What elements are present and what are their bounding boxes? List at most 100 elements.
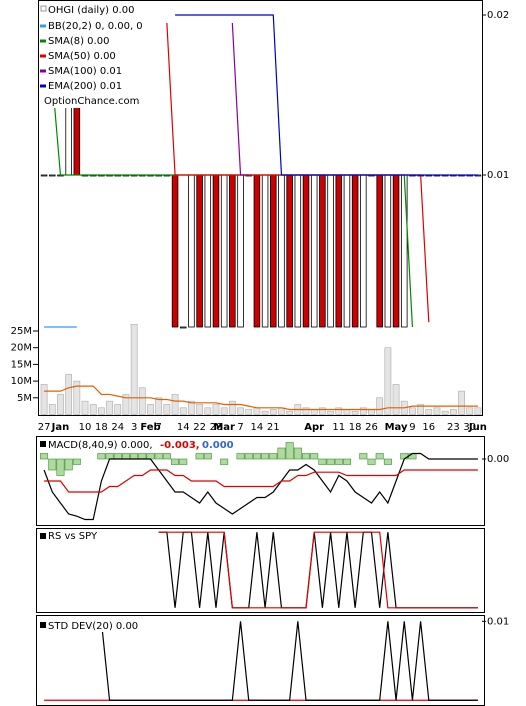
legend-label: SMA(100) 0.01: [48, 66, 122, 77]
candle: [360, 174, 367, 328]
histogram-bar: [342, 458, 351, 465]
candle: [261, 174, 269, 328]
candle: [237, 174, 244, 328]
candle: [229, 174, 236, 328]
source-label: OptionChance.com: [44, 96, 139, 107]
histogram-bar: [244, 453, 253, 460]
legend-label: BB(20,2) 0, 0.00, 0: [48, 21, 143, 32]
series-line: [44, 385, 478, 411]
volume-bar: [155, 397, 163, 415]
volume-bar: [138, 387, 146, 415]
volume-bar: [392, 384, 400, 415]
volume-bar: [114, 404, 122, 415]
legend: OHGI (daily) 0.00 OptionChance.com BB(20…: [39, 1, 145, 108]
volume-bar: [57, 394, 64, 415]
x-tick-label: 14: [251, 422, 264, 433]
volume-bar: [368, 409, 375, 415]
candle: [400, 174, 408, 328]
histogram-bar: [154, 453, 163, 460]
x-tick-label: Jan: [51, 422, 70, 433]
volume-bar: [81, 400, 89, 415]
candle: [40, 174, 48, 177]
x-tick-label: 10: [79, 422, 92, 433]
histogram-bar: [359, 453, 368, 460]
x-tick-label: 22: [193, 422, 206, 433]
x-tick-label: 24: [111, 422, 124, 433]
histogram-bar: [48, 458, 57, 471]
title-backdrop: [46, 620, 156, 632]
histogram-bar: [121, 453, 130, 460]
histogram-bar: [171, 458, 180, 465]
volume-bar: [220, 407, 228, 415]
volume-bar: [163, 404, 171, 415]
panel-icon: [40, 441, 46, 447]
chart-title: OHGI (daily) 0.00: [48, 5, 134, 16]
volume-bar: [171, 394, 179, 415]
macd-panel-frame: [36, 436, 485, 526]
x-tick-label: May: [385, 422, 408, 433]
histogram-bar: [326, 458, 335, 465]
legend-icon: [40, 5, 47, 12]
volume-bar: [261, 410, 269, 415]
volume-bar: [310, 409, 318, 415]
histogram-bar: [40, 453, 49, 460]
histogram-bar: [334, 458, 343, 465]
x-tick-label: 28: [210, 422, 223, 433]
candle: [49, 174, 56, 177]
volume-bar: [319, 407, 326, 415]
histogram-bar: [56, 458, 65, 476]
volume-bar: [327, 410, 334, 415]
candle: [253, 174, 261, 328]
volume-bar: [106, 400, 113, 415]
x-tick-label: Jun: [468, 422, 487, 433]
x-tick-label: 11: [332, 422, 345, 433]
candle: [270, 174, 277, 328]
histogram-bar: [64, 458, 73, 471]
candle: [302, 174, 310, 328]
legend-swatch: [40, 39, 46, 43]
price-panel-frame: [38, 0, 483, 416]
histogram-bar: [310, 453, 319, 460]
x-tick-label: 9: [409, 422, 415, 433]
candle: [384, 174, 392, 328]
rs-title: RS vs SPY: [48, 531, 98, 542]
y-tick-label: 0.02: [487, 10, 509, 21]
histogram-bar: [195, 453, 204, 460]
volume-bar: [441, 410, 449, 415]
volume-bar: [130, 324, 138, 415]
volume-bar: [458, 390, 465, 415]
histogram-bar: [302, 453, 311, 460]
y-tick-label: 15M: [11, 359, 32, 370]
histogram-bar: [269, 453, 278, 460]
series-line: [44, 469, 478, 493]
volume-bar: [147, 404, 154, 415]
y-tick-label: 5M: [17, 393, 32, 404]
candle: [335, 174, 343, 328]
histogram-bar: [383, 458, 392, 465]
histogram-bar: [236, 453, 245, 460]
volume-bar: [237, 407, 244, 415]
x-tick-label: 27: [38, 422, 51, 433]
volume-bar: [196, 404, 203, 415]
volume-bar: [433, 407, 441, 415]
volume-bar: [122, 394, 130, 415]
volume-bar: [98, 407, 105, 415]
volume-bar: [335, 407, 343, 415]
volume-bar: [302, 407, 310, 415]
histogram-bar: [97, 453, 106, 460]
volume-bar: [449, 409, 457, 415]
volume-bar: [351, 410, 359, 415]
legend-label: EMA(200) 0.01: [48, 81, 122, 92]
candle: [278, 174, 285, 328]
x-tick-label: 14: [177, 422, 190, 433]
histogram-bar: [105, 453, 114, 460]
volume-bar: [286, 410, 294, 415]
volume-bar: [474, 407, 482, 415]
histogram-bar: [179, 458, 188, 465]
histogram-bar: [220, 458, 229, 465]
volume-bar: [425, 409, 433, 415]
x-tick-label: Mar: [213, 422, 235, 433]
volume-bar: [409, 407, 416, 415]
x-tick-label: 23: [447, 422, 460, 433]
volume-bar: [466, 407, 474, 415]
